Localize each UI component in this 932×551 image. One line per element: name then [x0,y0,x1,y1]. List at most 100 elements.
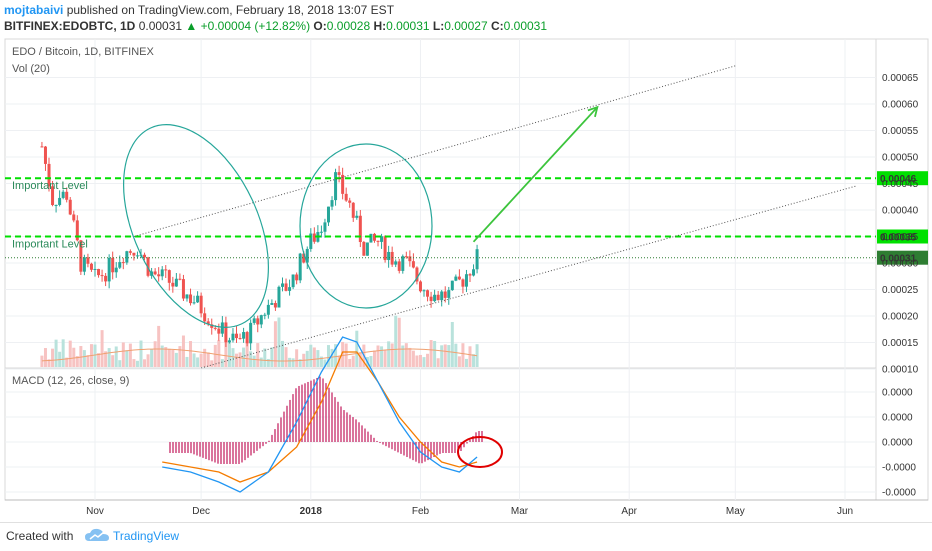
candle-body [457,276,461,280]
volume-bar [227,340,231,367]
candle-body [213,327,217,329]
candle-body [252,318,256,323]
volume-bar [153,341,157,367]
volume-bar [157,325,161,367]
high-value: 0.00031 [386,19,430,33]
price-tick-label: 0.00060 [882,100,919,111]
volume-bar [376,345,380,367]
price-panel-frame [4,38,877,369]
candle-body [93,268,97,270]
candle-body [185,294,189,299]
volume-bar [54,339,58,367]
volume-bar [351,355,355,367]
candle-body [231,333,235,341]
publish-line: mojtabaivi published on TradingView.com,… [4,3,394,17]
candle-body [125,251,129,263]
candle-body [454,276,458,281]
volume-bar [355,330,359,367]
volume-bar [181,335,185,367]
volume-bar [43,348,47,367]
candle-body [397,261,401,271]
candle-body [143,254,147,258]
author-link[interactable]: mojtabaivi [4,3,64,17]
candle-body [323,222,327,232]
volume-bar [104,351,108,367]
volume-bar [266,358,270,367]
candle-body [220,322,224,334]
candle-body [189,294,193,304]
time-tick-label: 2018 [300,506,323,517]
candle-body [79,240,83,272]
volume-bar [252,355,256,367]
candle-body [411,261,415,268]
volume-bar [65,357,69,367]
price-tick-label: 0.00020 [882,312,919,323]
volume-bar [277,317,281,367]
publish-info: published on TradingView.com, February 1… [66,3,395,17]
volume-bar [178,346,182,367]
volume-bar [206,352,210,367]
price-axis[interactable] [875,38,929,501]
volume-bar [139,340,143,367]
candle-body [157,274,161,277]
volume-bar [135,360,139,367]
volume-bar [454,343,458,367]
volume-bar [167,348,171,367]
volume-bar [418,354,422,367]
candle-body [365,242,369,256]
last-price-tag [877,250,928,265]
open-label: O: [313,19,327,33]
candle-body [415,267,419,282]
candle-body [464,274,468,287]
volume-bar [433,340,437,367]
volume-bar [415,355,419,367]
volume-bar [298,359,302,367]
candles [40,141,479,351]
candle-body [114,267,118,273]
volume-bar [426,353,430,367]
close-value: 0.00031 [503,19,548,33]
candle-body [404,256,408,258]
tradingview-brand-link[interactable]: TradingView [113,529,180,543]
candle-body [146,257,150,276]
channel-lower-line [200,185,856,369]
cup-right-ellipse [299,143,433,309]
projection-arrowhead [587,105,599,118]
tradingview-cloud-icon[interactable] [84,527,110,545]
chart-canvas[interactable]: Important Level 0.00046 Important Level 0.0… [0,0,932,522]
candle-body [249,322,253,344]
candle-body [54,204,58,206]
volume-bar [256,343,260,367]
volume-bar [270,347,274,367]
candle-body [43,146,47,164]
volume-bar [408,347,412,367]
level-price-tag [877,229,928,244]
projection-arrow [472,106,599,243]
candle-body [433,294,437,302]
volume-panel-title: Vol (20) [12,63,50,75]
candle-body [295,274,299,281]
volume-bar [192,353,196,367]
candle-body [344,193,348,201]
candle-body [266,304,270,315]
candle-body [436,294,440,301]
candle-body [104,275,108,282]
volume-bar [358,352,362,367]
volume-bar [447,345,451,367]
candle-body [450,280,454,291]
candle-body [100,275,104,277]
volume-bar [203,348,207,367]
candle-body [217,328,221,334]
volume-bar [75,356,79,367]
candle-body [82,257,86,272]
candle-body [121,262,125,264]
candle-body [227,340,231,343]
candle-body [270,303,274,305]
volume-bar [245,340,249,367]
candle-body [422,290,426,292]
grid [5,39,876,500]
volume-bar [68,340,72,367]
candle-body [380,236,384,242]
candle-body [256,318,260,325]
candle-body [348,200,352,203]
